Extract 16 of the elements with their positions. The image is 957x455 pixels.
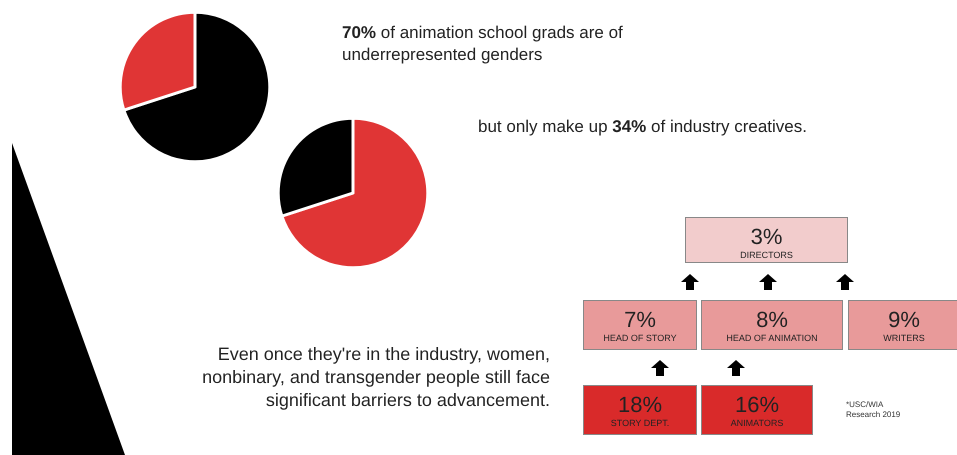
category-label: WRITERS — [882, 333, 926, 344]
category-label: ANIMATORS — [730, 418, 784, 429]
text: but only make up 34% of industry creatives. — [478, 116, 808, 138]
data-label: 16% — [734, 392, 780, 418]
data-label: 3% — [750, 224, 784, 250]
data-label: 18% — [616, 392, 664, 418]
category-label: HEAD OF ANIMATION — [725, 333, 819, 344]
data-label: 9% — [887, 307, 921, 333]
data-label: 8% — [755, 307, 789, 333]
data-label: 7% — [623, 307, 657, 333]
chart-title: 70% of animation school grads are of underrepresented genders — [342, 23, 623, 64]
text: Even once they're in the industry, women, nonbinary, and transgender people still face significant barriers to advancement. — [201, 343, 550, 412]
text: *USC/WIA Research 2019 — [846, 400, 902, 420]
category-label: HEAD OF STORY — [602, 333, 678, 344]
category-label: DIRECTORS — [739, 250, 794, 261]
category-label: STORY DEPT. — [610, 418, 670, 429]
